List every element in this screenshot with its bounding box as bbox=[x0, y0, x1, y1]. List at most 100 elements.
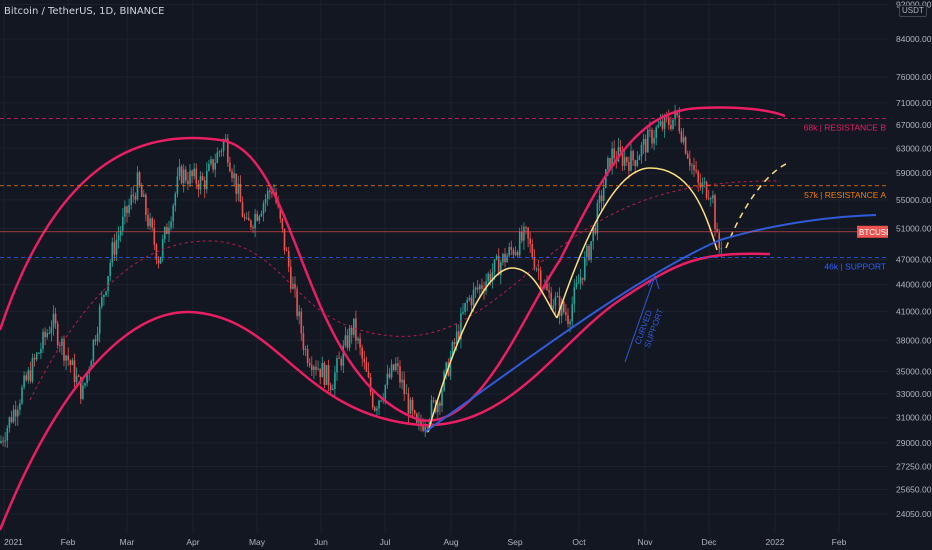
candle-body bbox=[514, 252, 517, 255]
candle-body bbox=[479, 285, 481, 290]
candle-body bbox=[245, 217, 248, 219]
candle-body bbox=[294, 283, 296, 289]
candle-body bbox=[344, 335, 347, 346]
candle-body bbox=[317, 368, 319, 370]
candle-body bbox=[222, 140, 225, 151]
candle-body bbox=[458, 331, 460, 340]
y-tick-label: 84000.00 bbox=[896, 34, 932, 44]
candle-body bbox=[199, 176, 202, 190]
candle-body bbox=[132, 194, 135, 197]
candle-body bbox=[334, 372, 336, 389]
candle-body bbox=[357, 338, 359, 341]
candle-body bbox=[189, 170, 191, 185]
candle-body bbox=[56, 323, 59, 346]
currency-badge[interactable]: USDT bbox=[899, 5, 927, 17]
candle-body bbox=[546, 284, 548, 291]
candle-body bbox=[644, 139, 647, 153]
candle-body bbox=[315, 366, 317, 370]
time-axis-bg bbox=[0, 534, 932, 550]
candle-body bbox=[525, 226, 527, 228]
curved-support-line bbox=[424, 214, 877, 433]
candle-body bbox=[256, 213, 258, 221]
candle-body bbox=[602, 187, 605, 202]
chart-title: Bitcoin / TetherUS, 1D, BINANCE bbox=[4, 6, 165, 17]
candle-body bbox=[403, 379, 405, 395]
candle-body bbox=[638, 156, 641, 161]
time-axis[interactable]: 2021 Feb Mar Apr May Jun Jul Aug Sep Oct Nov Dec 202… bbox=[0, 534, 932, 550]
candle-body bbox=[607, 158, 609, 170]
candle-body bbox=[17, 409, 19, 417]
candle-body bbox=[489, 273, 492, 282]
x-tick-label: Aug bbox=[443, 537, 458, 547]
candle-body bbox=[363, 358, 366, 363]
x-tick-label: Feb bbox=[832, 537, 847, 547]
candle-body bbox=[413, 410, 416, 414]
candle-body bbox=[216, 152, 219, 163]
candle-body bbox=[392, 364, 395, 371]
candle-body bbox=[710, 198, 712, 200]
candle-body bbox=[71, 360, 74, 365]
price-axis[interactable]: 92000.00 84000.00 76000.00 71000.00 67000.00… bbox=[888, 0, 932, 550]
candle-body bbox=[241, 202, 244, 217]
candle-body bbox=[260, 213, 263, 217]
y-tick-label: 35000.00 bbox=[896, 366, 932, 376]
candle-body bbox=[117, 235, 120, 241]
curved-support-arrow bbox=[624, 275, 656, 363]
candle-body bbox=[80, 376, 82, 399]
candle-body bbox=[113, 242, 116, 255]
candle-body bbox=[399, 366, 401, 383]
candle-body bbox=[451, 342, 454, 357]
candle-body bbox=[161, 239, 164, 257]
candle-body bbox=[27, 370, 30, 381]
candle-body bbox=[468, 297, 471, 301]
candle-body bbox=[283, 228, 286, 251]
candle-body bbox=[111, 242, 114, 263]
y-tick-label: 31000.00 bbox=[896, 413, 932, 423]
candle-body bbox=[453, 342, 456, 345]
candle-body bbox=[258, 216, 261, 221]
candle-body bbox=[29, 370, 32, 382]
candle-body bbox=[126, 206, 128, 214]
candle-body bbox=[395, 363, 397, 371]
candle-body bbox=[285, 250, 288, 252]
y-tick-label: 41000.00 bbox=[896, 306, 932, 316]
candle-body bbox=[693, 164, 695, 171]
candle-body bbox=[426, 426, 429, 428]
candle-body bbox=[10, 417, 13, 422]
candle-body bbox=[96, 333, 99, 342]
candle-body bbox=[48, 333, 51, 334]
candle-body bbox=[497, 255, 500, 276]
candle-body bbox=[182, 169, 185, 184]
candle-body bbox=[201, 176, 204, 181]
candle-body bbox=[491, 272, 494, 282]
candle-body bbox=[327, 365, 330, 386]
candle-body bbox=[699, 182, 702, 188]
candle-body bbox=[329, 385, 332, 391]
candle-body bbox=[271, 192, 273, 194]
x-tick-label: Mar bbox=[120, 537, 135, 547]
candle-body bbox=[441, 390, 443, 406]
candle-body bbox=[269, 190, 271, 193]
price-axis-bg bbox=[888, 0, 932, 550]
candle-body bbox=[640, 144, 643, 157]
y-tick-label: 47000.00 bbox=[896, 255, 932, 265]
projected-arc bbox=[725, 161, 791, 249]
candle-body bbox=[464, 302, 466, 312]
candle-body bbox=[82, 385, 84, 399]
candle-body bbox=[678, 115, 681, 132]
candle-body bbox=[554, 296, 557, 306]
y-tick-label: 24050.00 bbox=[896, 509, 932, 519]
candle-body bbox=[407, 393, 410, 414]
candle-body bbox=[90, 360, 93, 369]
x-tick-label: May bbox=[249, 537, 266, 547]
candle-body bbox=[516, 252, 519, 256]
y-tick-label: 67000.00 bbox=[896, 120, 932, 130]
candle-body bbox=[672, 119, 674, 129]
candle-body bbox=[31, 357, 34, 382]
y-tick-label: 38000.00 bbox=[896, 335, 932, 345]
candle-body bbox=[716, 229, 718, 233]
candle-body bbox=[611, 148, 613, 168]
candle-body bbox=[266, 190, 269, 199]
